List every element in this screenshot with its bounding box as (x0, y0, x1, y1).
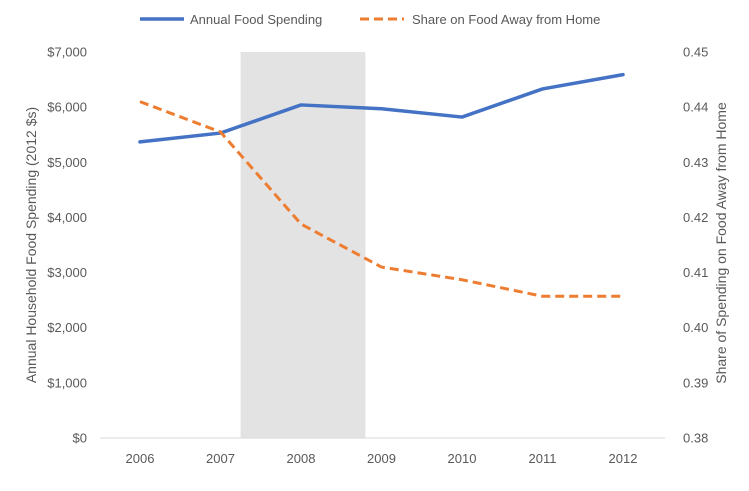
y-left-tick-label: $3,000 (47, 265, 87, 280)
y-left-tick-label: $5,000 (47, 155, 87, 170)
y-right-tick-label: 0.45 (683, 45, 708, 60)
y-right-tick-label: 0.41 (683, 265, 708, 280)
x-tick-label: 2011 (529, 451, 557, 466)
y-left-tick-label: $2,000 (47, 320, 87, 335)
legend: Annual Food Spending Share on Food Away f… (140, 12, 600, 27)
y-right-tick-label: 0.40 (683, 320, 708, 335)
shaded-region (240, 52, 366, 438)
series-layer (138, 72, 625, 298)
y-right-tick-label: 0.43 (683, 155, 708, 170)
y-right-tick-label: 0.38 (683, 431, 708, 446)
y-left-tick-label: $0 (73, 431, 87, 446)
x-tick-label: 2012 (609, 451, 638, 466)
axes-layer: $0 $1,000 $2,000 $3,000 $4,000 $5,000 $6,000 $7… (23, 45, 729, 467)
legend-label-food-spending: Annual Food Spending (190, 12, 322, 27)
x-tick-label: 2009 (367, 451, 396, 466)
y-left-tick-label: $4,000 (47, 210, 87, 225)
annual-food-spending-line (138, 72, 625, 144)
y-right-axis-title: Share of Spending on Food Away from Home (713, 102, 729, 384)
x-tick-label: 2010 (448, 451, 477, 466)
y-right-tick-label: 0.44 (683, 100, 708, 115)
y-left-tick-label: $6,000 (47, 100, 87, 115)
y-left-axis-title: Annual Household Food Spending (2012 $s) (23, 107, 39, 383)
y-right-tick-label: 0.39 (683, 375, 708, 390)
x-tick-label: 2007 (206, 451, 235, 466)
legend-label-food-away-share: Share on Food Away from Home (412, 12, 600, 27)
shaded-region-layer (240, 52, 366, 438)
food-away-share-line (139, 100, 623, 298)
y-left-tick-label: $1,000 (47, 375, 87, 390)
x-tick-label: 2008 (287, 451, 316, 466)
y-left-tick-label: $7,000 (47, 45, 87, 60)
x-tick-label: 2006 (126, 451, 155, 466)
y-right-tick-label: 0.42 (683, 210, 708, 225)
